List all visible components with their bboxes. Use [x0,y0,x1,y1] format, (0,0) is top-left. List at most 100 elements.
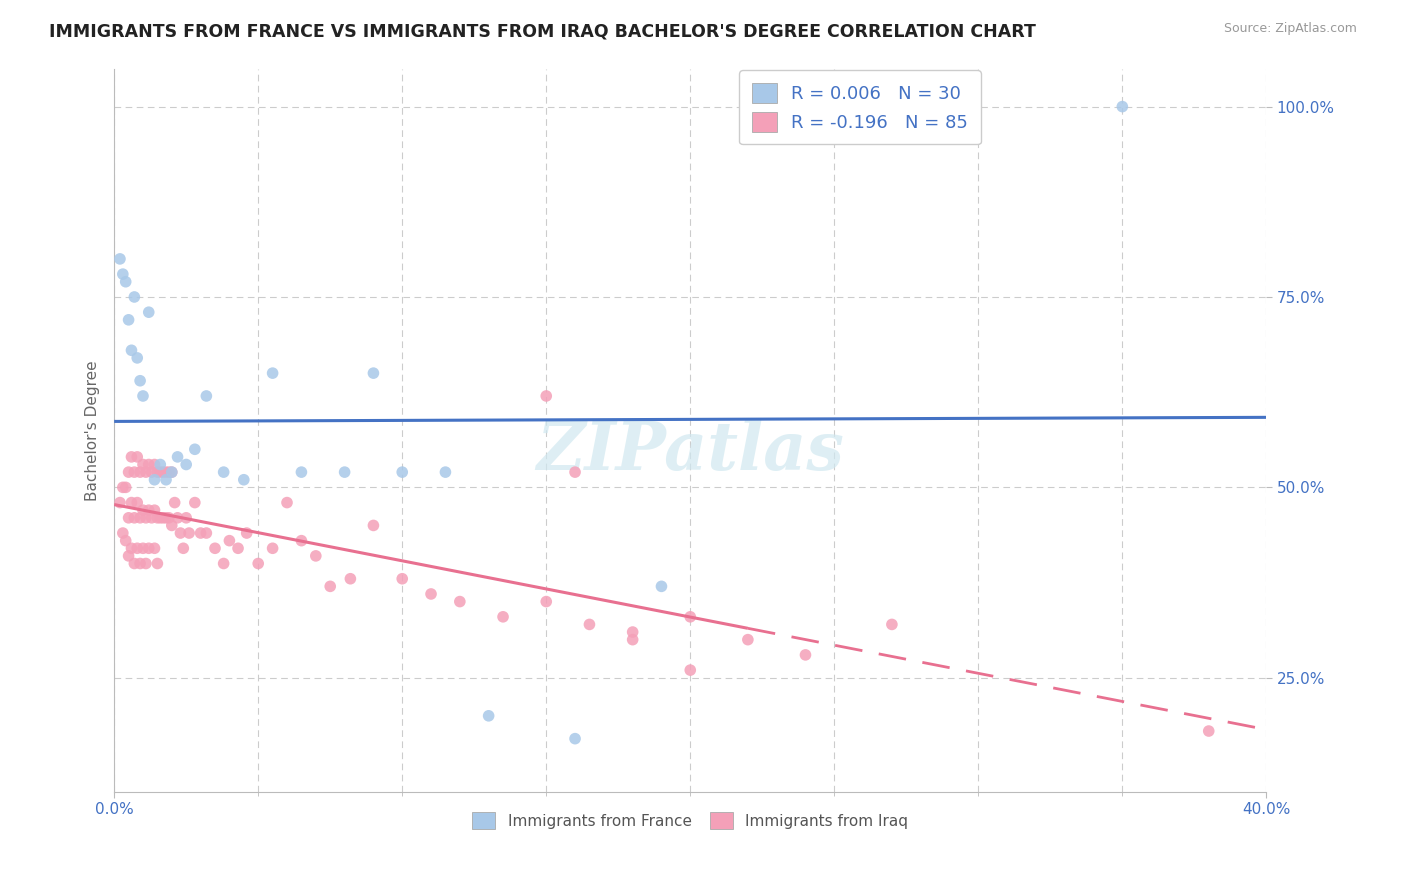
Point [1111,100,1133,114]
Point [212,465,235,479]
Point [184,442,207,457]
Point [138,305,160,319]
Point [157,511,180,525]
Point [262,541,284,556]
Text: Source: ZipAtlas.com: Source: ZipAtlas.com [1223,22,1357,36]
Point [117,313,139,327]
Point [434,465,457,479]
Point [143,473,166,487]
Point [124,557,146,571]
Point [149,458,172,472]
Point [129,557,152,571]
Point [184,495,207,509]
Point [124,465,146,479]
Point [129,511,152,525]
Point [114,480,136,494]
Point [333,465,356,479]
Point [247,557,270,571]
Point [124,290,146,304]
Point [536,389,558,403]
Point [111,526,134,541]
Point [232,473,254,487]
Point [135,511,157,525]
Point [138,503,160,517]
Point [121,343,143,358]
Point [143,503,166,517]
Point [155,511,177,525]
Point [319,579,342,593]
Point [621,632,644,647]
Point [794,648,817,662]
Point [146,465,169,479]
Point [492,609,515,624]
Point [117,549,139,563]
Point [135,557,157,571]
Point [160,518,183,533]
Point [190,526,212,541]
Point [149,511,172,525]
Point [339,572,361,586]
Point [111,267,134,281]
Point [621,625,644,640]
Point [169,526,191,541]
Point [132,541,155,556]
Point [127,541,149,556]
Point [163,495,186,509]
Point [650,579,672,593]
Point [135,465,157,479]
Point [166,511,188,525]
Point [143,458,166,472]
Point [152,465,174,479]
Point [141,511,163,525]
Point [262,366,284,380]
Point [114,533,136,548]
Point [121,495,143,509]
Point [218,533,240,548]
Point [478,708,501,723]
Point [166,450,188,464]
Point [121,450,143,464]
Point [155,473,177,487]
Point [129,374,152,388]
Point [195,389,218,403]
Point [276,495,298,509]
Point [880,617,903,632]
Point [157,465,180,479]
Point [108,495,131,509]
Point [114,275,136,289]
Point [160,465,183,479]
Point [124,511,146,525]
Point [564,731,586,746]
Point [449,594,471,608]
Legend: Immigrants from France, Immigrants from Iraq: Immigrants from France, Immigrants from … [467,806,914,835]
Point [305,549,328,563]
Point [143,541,166,556]
Point [117,465,139,479]
Point [132,503,155,517]
Point [363,518,385,533]
Point [117,511,139,525]
Point [290,533,312,548]
Point [290,465,312,479]
Point [174,511,197,525]
Point [141,465,163,479]
Point [1198,724,1220,739]
Point [146,557,169,571]
Point [138,541,160,556]
Point [127,351,149,365]
Point [226,541,249,556]
Point [204,541,226,556]
Point [132,458,155,472]
Point [679,609,702,624]
Point [195,526,218,541]
Point [160,465,183,479]
Point [129,465,152,479]
Point [138,458,160,472]
Point [146,511,169,525]
Point [391,572,413,586]
Point [536,594,558,608]
Point [679,663,702,677]
Point [578,617,600,632]
Point [155,465,177,479]
Text: IMMIGRANTS FROM FRANCE VS IMMIGRANTS FROM IRAQ BACHELOR'S DEGREE CORRELATION CHA: IMMIGRANTS FROM FRANCE VS IMMIGRANTS FRO… [49,22,1036,40]
